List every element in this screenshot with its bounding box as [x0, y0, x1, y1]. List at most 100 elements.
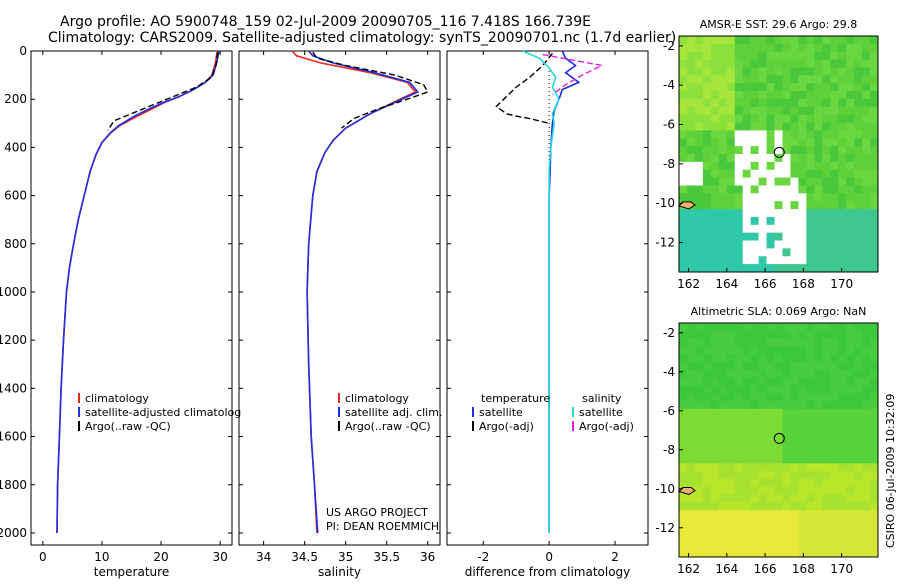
sst_map-cell [790, 67, 799, 76]
sst_map-cell [694, 177, 704, 186]
sst_map-cell [870, 51, 879, 60]
sst_map-cell [679, 138, 688, 147]
sst_map-cell [758, 193, 767, 202]
sla_map-cell [742, 369, 752, 378]
sla_map-cell [854, 323, 863, 332]
legend-label: Argo(-adj) [579, 420, 634, 433]
sst_map-cell [854, 154, 863, 163]
sla_map-cell [726, 533, 736, 542]
sla_map-cell [830, 455, 839, 464]
sst_map-cell [814, 201, 823, 210]
sla_map-cell [734, 323, 744, 332]
sla_map-cell [742, 377, 752, 386]
sst_map-cell [822, 240, 831, 249]
sla_map-cell [830, 401, 839, 410]
sla_map-cell [726, 549, 736, 558]
sla_map-cell [750, 432, 759, 441]
sst_map-cell [798, 193, 807, 202]
sst_map-cell [862, 256, 871, 265]
sst_map-cell [782, 240, 791, 249]
sst_map-cell [758, 177, 767, 186]
sst_map-cell [710, 146, 720, 155]
salinity-xtick-label: 34.5 [291, 550, 318, 564]
sst_map-cell [686, 216, 696, 226]
sla_map-cell [750, 440, 759, 449]
sst_map-cell [750, 36, 759, 45]
sst_map-cell [798, 177, 807, 186]
sst_map-cell [742, 43, 752, 53]
sla_map-cell [782, 408, 791, 417]
sst_map-cell [710, 232, 720, 241]
sst_map-cell [766, 177, 775, 186]
sst_map-cell [742, 232, 752, 241]
sla_map-cell [702, 494, 712, 503]
sla_map-cell [782, 432, 791, 441]
sla_map-cell [790, 323, 799, 332]
sla_map-cell [806, 494, 815, 503]
sst_map-cell [862, 114, 871, 123]
sla_map-cell [854, 479, 863, 488]
sst_map-cell [846, 91, 855, 100]
sst_map-cell [838, 114, 847, 123]
sst_map-cell [862, 201, 871, 210]
sst_map-cell [679, 67, 688, 76]
sla_map-cell [846, 416, 855, 425]
legend-title-salinity: salinity [582, 392, 622, 405]
sst_map-cell [814, 177, 823, 186]
sla_map-cell [710, 502, 720, 511]
sla_map-cell [806, 408, 815, 417]
sla_map-cell [830, 330, 839, 339]
sst_map-cell [702, 83, 712, 92]
sst_map-cell [822, 83, 831, 92]
sst_map-cell [710, 240, 720, 249]
sla_map-cell [694, 432, 704, 441]
sla_map-cell [782, 533, 791, 542]
sst_map-cell [830, 138, 839, 147]
sst_map-cell [862, 75, 871, 84]
sst_map-cell [822, 122, 831, 131]
sst_map-cell [766, 240, 775, 249]
sst_map-cell [750, 83, 759, 92]
sst_map-cell [798, 75, 807, 84]
sst_map-cell [679, 91, 688, 100]
sst_map-cell [734, 114, 744, 123]
sla_map-cell [750, 369, 759, 378]
sla_map-cell [774, 533, 783, 542]
sla_map-cell [870, 455, 879, 464]
sst_map-cell [838, 75, 847, 84]
legend-label: satellite-adjusted climatolog [85, 406, 241, 419]
sla_map-cell [702, 323, 712, 332]
sst_map-cell [710, 75, 720, 84]
difference-series-satellite [522, 50, 560, 533]
sst_map-cell [862, 224, 871, 234]
sst_map-cell [742, 209, 752, 218]
sla_map-cell [814, 447, 823, 456]
sst_map-cell [694, 36, 704, 45]
sst_map-cell [718, 36, 728, 45]
sla_map-cell [758, 463, 767, 472]
sst_map-cell [702, 106, 712, 116]
sla_map-ytick-label: -2 [663, 326, 675, 340]
sla_map-cell [798, 369, 807, 378]
sla_map-cell [742, 533, 752, 542]
sst_map-cell [830, 67, 839, 76]
sla_map-panel: 162 164 166 168 170-2-4-6-8-10-12Altimetric … [655, 305, 879, 576]
sla_map-cell [718, 479, 728, 488]
sst_map-cell [679, 193, 688, 202]
sla_map-cell [830, 533, 839, 542]
sla_map-cell [686, 463, 696, 472]
sla_map-cell [718, 549, 728, 558]
sst_map-cell [710, 91, 720, 100]
sst_map-cell [694, 169, 704, 178]
sla_map-cell [750, 541, 759, 550]
sst_map-cell [758, 248, 767, 257]
sst_map-cell [766, 146, 775, 155]
sst_map-cell [854, 36, 863, 45]
sla_map-cell [830, 432, 839, 441]
sla_map-cell [862, 525, 871, 534]
sla_map-cell [798, 354, 807, 363]
sla_map-cell [734, 479, 744, 488]
sst_map-cell [790, 201, 799, 210]
sst_map-cell [734, 161, 744, 171]
sst_map-cell [734, 59, 744, 68]
